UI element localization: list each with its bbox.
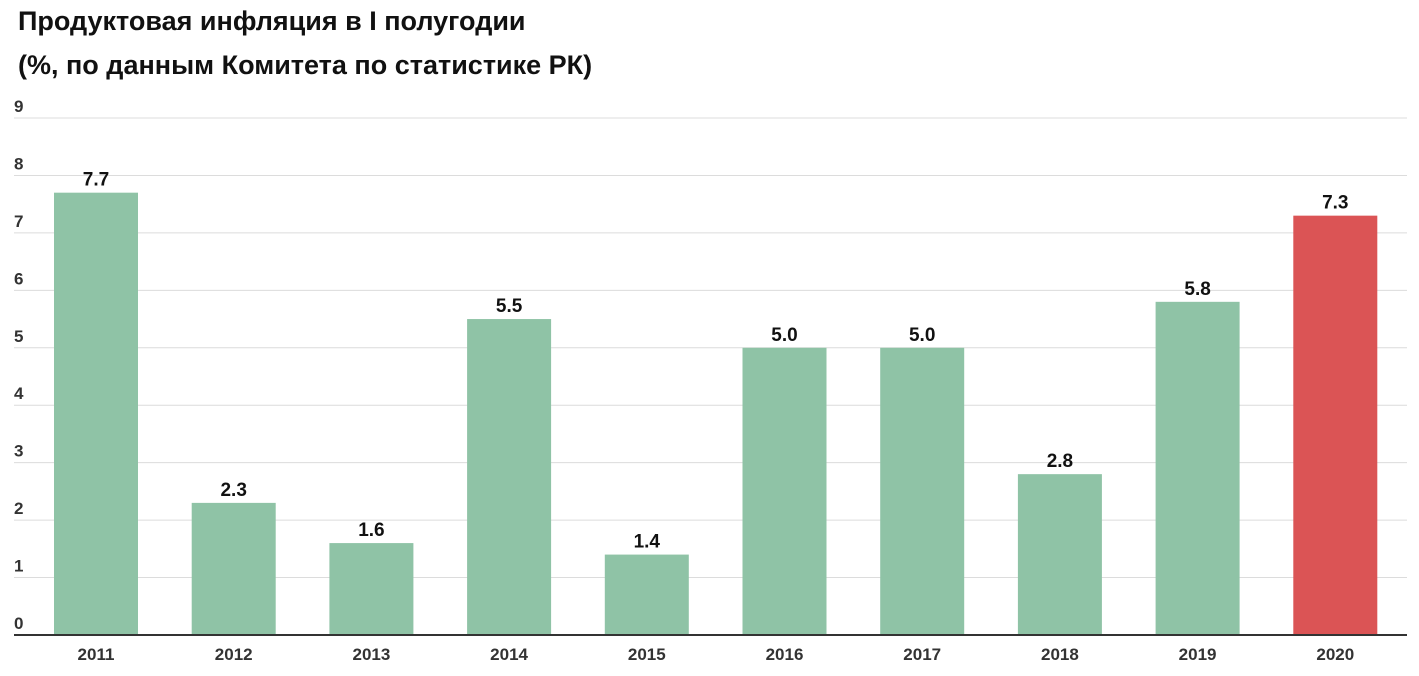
data-label-2016: 5.0 xyxy=(771,325,797,346)
y-tick-label: 4 xyxy=(14,384,24,403)
bar-2011 xyxy=(54,192,138,635)
y-tick-label: 5 xyxy=(14,327,23,346)
x-tick-label-2011: 2011 xyxy=(78,645,115,664)
y-axis-ticks: 0 1 2 3 4 5 6 7 8 9 xyxy=(14,97,24,633)
x-tick-label-2012: 2012 xyxy=(215,645,253,664)
bar-2013 xyxy=(329,543,414,635)
data-label-2018: 2.8 xyxy=(1047,451,1073,472)
x-tick-label-2016: 2016 xyxy=(766,645,804,664)
x-axis-ticks: 2011 2012 2013 2014 2015 2016 2017 2018 2019 2020 xyxy=(78,645,1355,664)
data-label-2013: 1.6 xyxy=(358,520,384,541)
bars xyxy=(54,192,1378,635)
data-label-2019: 5.8 xyxy=(1184,279,1210,300)
chart-title-line1: Продуктовая инфляция в I полугодии xyxy=(18,6,526,36)
x-tick-label-2020: 2020 xyxy=(1316,645,1354,664)
data-label-2017: 5.0 xyxy=(909,325,935,346)
y-tick-label: 0 xyxy=(14,614,23,633)
data-label-2011: 7.7 xyxy=(83,170,109,191)
bar-2018 xyxy=(1017,474,1102,635)
data-label-2020: 7.3 xyxy=(1322,193,1348,214)
y-tick-label: 2 xyxy=(14,499,23,518)
bar-2012 xyxy=(191,502,276,635)
data-label-2015: 1.4 xyxy=(634,532,661,553)
x-tick-label-2014: 2014 xyxy=(490,645,528,664)
x-tick-label-2013: 2013 xyxy=(352,645,390,664)
data-labels: 7.7 2.3 1.6 5.5 1.4 5.0 5.0 2.8 5.8 7.3 xyxy=(83,170,1349,553)
bar-2014 xyxy=(467,319,552,635)
y-tick-label: 7 xyxy=(14,212,23,231)
chart-title-line2: (%, по данным Комитета по статистике РК) xyxy=(18,50,593,80)
y-tick-label: 3 xyxy=(14,442,23,461)
y-tick-label: 1 xyxy=(14,557,23,576)
bar-2017 xyxy=(880,347,965,635)
x-tick-label-2017: 2017 xyxy=(903,645,941,664)
x-tick-label-2015: 2015 xyxy=(628,645,666,664)
y-tick-label: 9 xyxy=(14,97,23,116)
bar-2015 xyxy=(604,554,689,635)
bar-2019 xyxy=(1155,301,1240,635)
y-tick-label: 8 xyxy=(14,154,23,173)
bar-2016 xyxy=(742,347,827,635)
x-tick-label-2018: 2018 xyxy=(1041,645,1079,664)
y-tick-label: 6 xyxy=(14,269,23,288)
data-label-2014: 5.5 xyxy=(496,296,523,317)
x-tick-label-2019: 2019 xyxy=(1179,645,1217,664)
bar-2020 xyxy=(1293,215,1378,635)
data-label-2012: 2.3 xyxy=(220,480,246,501)
